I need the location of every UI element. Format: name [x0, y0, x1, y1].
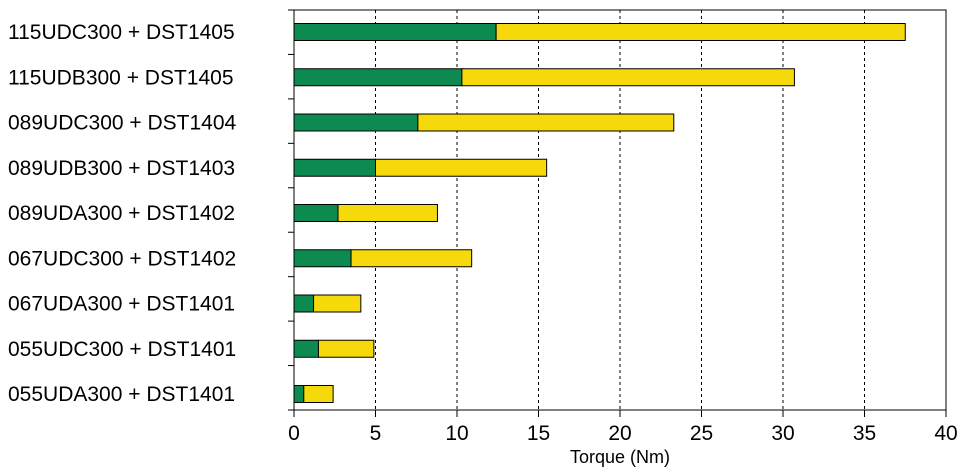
- bar-segment-yellow: [337, 204, 438, 222]
- bar-segment-yellow: [303, 385, 334, 403]
- x-tick-label: 15: [527, 422, 550, 445]
- x-axis-title: Torque (Nm): [570, 447, 670, 467]
- category-label: 055UDC300 + DST1401: [8, 338, 236, 361]
- x-tick-label: 40: [934, 422, 957, 445]
- bar-segment-green: [293, 158, 376, 177]
- category-label: 067UDC300 + DST1402: [8, 247, 236, 270]
- x-tick-label: 30: [771, 422, 794, 445]
- bar-segment-green: [293, 204, 339, 222]
- category-label: 055UDA300 + DST1401: [8, 383, 235, 406]
- category-label: 115UDB300 + DST1405: [8, 66, 234, 89]
- x-tick-label: 25: [690, 422, 713, 445]
- category-label: 115UDC300 + DST1405: [8, 21, 235, 44]
- x-tick-label: 10: [445, 422, 468, 445]
- x-tick-label: 20: [608, 422, 631, 445]
- category-label: 089UDB300 + DST1403: [8, 157, 235, 180]
- category-label: 089UDA300 + DST1402: [8, 202, 235, 225]
- bar-segment-yellow: [461, 68, 795, 87]
- category-label: 089UDC300 + DST1404: [8, 112, 237, 135]
- bar-segment-yellow: [417, 113, 675, 132]
- x-tick-label: 35: [853, 422, 876, 445]
- category-label: 067UDA300 + DST1401: [8, 293, 235, 316]
- bar-segment-yellow: [495, 23, 906, 41]
- x-tick-label: 0: [288, 422, 300, 445]
- bar-segment-yellow: [313, 294, 362, 313]
- bar-segment-green: [293, 385, 305, 403]
- bar-segment-green: [293, 113, 419, 132]
- bar-segment-green: [293, 294, 315, 313]
- bar-segment-yellow: [317, 339, 375, 358]
- bar-segment-green: [293, 339, 319, 358]
- bar-segment-yellow: [350, 249, 473, 268]
- bar-segment-green: [293, 23, 497, 41]
- bar-segment-yellow: [375, 158, 548, 177]
- x-tick-label: 5: [370, 422, 382, 445]
- bar-segment-green: [293, 249, 352, 268]
- bar-segment-green: [293, 68, 463, 87]
